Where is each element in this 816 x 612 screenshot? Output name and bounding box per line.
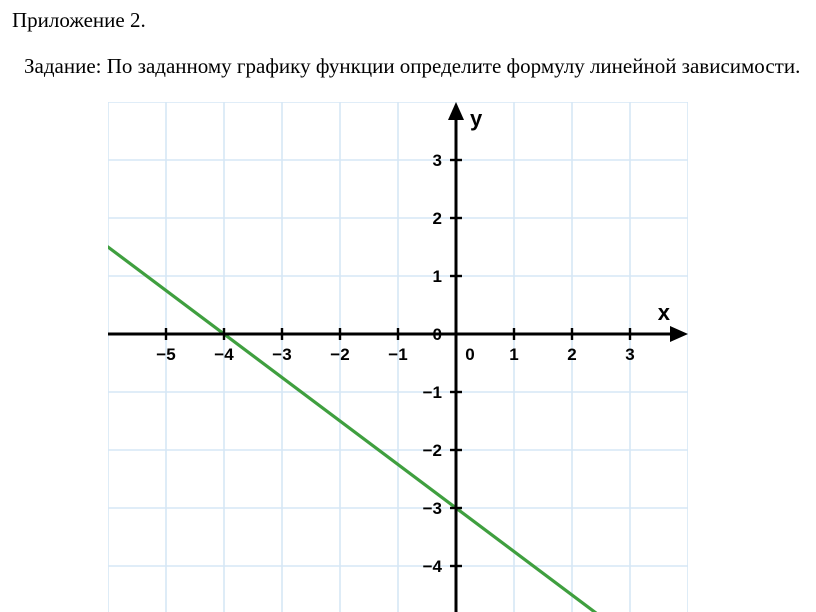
svg-text:y: y <box>470 106 483 131</box>
svg-text:−1: −1 <box>423 383 442 402</box>
task-text: Задание: По заданному графику функции оп… <box>24 54 800 79</box>
svg-text:1: 1 <box>509 345 518 364</box>
svg-text:0: 0 <box>433 325 442 344</box>
svg-text:−2: −2 <box>423 441 442 460</box>
svg-text:3: 3 <box>625 345 634 364</box>
svg-text:3: 3 <box>433 151 442 170</box>
svg-text:−4: −4 <box>423 557 443 576</box>
svg-text:−5: −5 <box>156 345 175 364</box>
svg-text:−4: −4 <box>214 345 234 364</box>
appendix-heading: Приложение 2. <box>12 8 146 33</box>
svg-text:−1: −1 <box>388 345 407 364</box>
svg-text:1: 1 <box>433 267 442 286</box>
linear-function-chart: −5 −4 −3 −2 −1 0 1 2 3 −4 −3 −2 −1 0 1 2 3 x y <box>108 102 688 612</box>
svg-text:−3: −3 <box>272 345 291 364</box>
svg-text:x: x <box>658 300 671 325</box>
chart-svg: −5 −4 −3 −2 −1 0 1 2 3 −4 −3 −2 −1 0 1 2 3 x y <box>108 102 688 612</box>
svg-text:2: 2 <box>433 209 442 228</box>
svg-text:0: 0 <box>465 345 474 364</box>
svg-text:−2: −2 <box>330 345 349 364</box>
svg-text:2: 2 <box>567 345 576 364</box>
svg-text:−3: −3 <box>423 499 442 518</box>
